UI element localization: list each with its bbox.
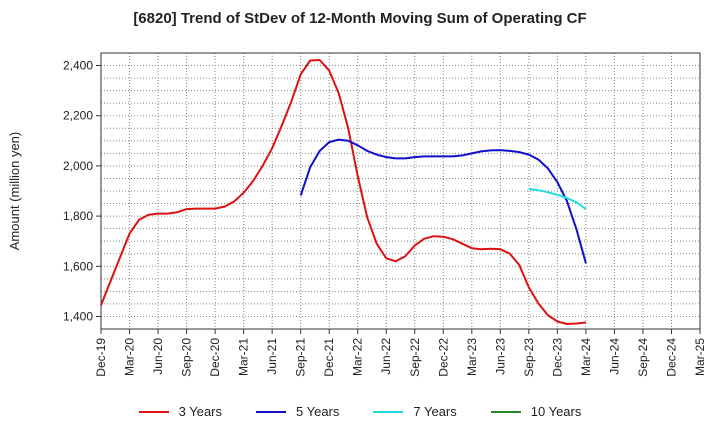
- x-tick-label: Sep-22: [408, 338, 422, 377]
- y-axis-title: Amount (million yen): [7, 132, 22, 251]
- legend-label: 5 Years: [296, 404, 340, 419]
- y-tick-label: 1,600: [63, 259, 93, 273]
- x-tick-label: Jun-23: [493, 338, 507, 375]
- x-tick-label: Mar-22: [351, 338, 365, 376]
- x-tick-label: Jun-24: [607, 338, 621, 375]
- y-tick-label: 2,200: [63, 109, 93, 123]
- x-tick-label: Dec-22: [436, 338, 450, 377]
- x-tick-label: Mar-21: [237, 338, 251, 376]
- legend-item: 5 Years: [256, 404, 339, 419]
- y-tick-label: 1,800: [63, 209, 93, 223]
- x-tick-label: Jun-21: [265, 338, 279, 375]
- x-tick-label: Dec-19: [94, 338, 108, 377]
- legend-label: 10 Years: [530, 404, 582, 419]
- legend-swatch: [138, 410, 169, 413]
- legend-swatch: [373, 410, 404, 413]
- y-tick-label: 2,000: [63, 159, 93, 173]
- x-tick-label: Dec-20: [208, 338, 222, 377]
- legend-swatch: [490, 410, 521, 413]
- plot-frame: [100, 52, 701, 330]
- chart-title: [6820] Trend of StDev of 12-Month Moving…: [133, 10, 587, 27]
- y-tick-label: 2,400: [63, 59, 93, 73]
- x-tick-label: Jun-22: [379, 338, 393, 375]
- y-tick-label: 1,400: [63, 309, 93, 323]
- legend-swatch: [256, 410, 286, 413]
- x-tick-label: Sep-20: [180, 338, 194, 377]
- series-line-7-years: [528, 188, 587, 210]
- x-tick-label: Mar-20: [123, 338, 137, 376]
- legend-label: 7 Years: [413, 404, 457, 419]
- x-tick-label: Sep-21: [294, 338, 308, 377]
- legend: 3 Years 5 Years 7 Years 10 Years: [0, 404, 720, 419]
- x-tick-label: Dec-24: [664, 338, 678, 377]
- x-tick-label: Sep-23: [522, 338, 536, 377]
- series-line-5-years: [299, 138, 587, 264]
- x-tick-label: Dec-21: [322, 338, 336, 377]
- x-tick-label: Mar-23: [465, 338, 479, 376]
- legend-label: 3 Years: [178, 404, 222, 419]
- x-tick-label: Mar-24: [579, 338, 593, 376]
- x-tick-label: Mar-25: [693, 338, 707, 376]
- legend-item: 10 Years: [490, 404, 582, 419]
- x-tick-label: Dec-23: [550, 338, 564, 377]
- x-tick-label: Jun-20: [151, 338, 165, 375]
- x-tick-label: Sep-24: [636, 338, 650, 377]
- series-line-3-years: [100, 59, 587, 325]
- legend-item: 3 Years: [138, 404, 222, 419]
- legend-item: 7 Years: [373, 404, 457, 419]
